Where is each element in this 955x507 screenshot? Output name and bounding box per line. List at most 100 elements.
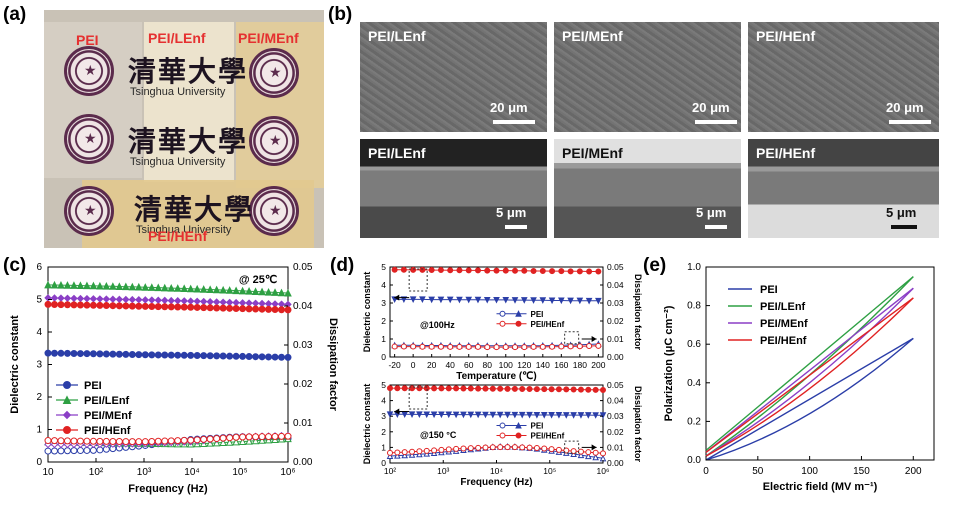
data-point [526, 386, 533, 393]
data-point [502, 344, 509, 351]
data-point [264, 300, 273, 308]
data-point [511, 297, 519, 304]
data-point [465, 343, 472, 350]
data-point [154, 303, 162, 311]
data-point [180, 303, 188, 311]
data-point [408, 411, 416, 418]
data-point [180, 351, 188, 359]
data-point [428, 267, 435, 274]
data-point [252, 305, 260, 313]
data-point [83, 281, 91, 290]
x-tick-label: 150 [853, 466, 870, 477]
data-point [530, 297, 537, 304]
data-point [161, 296, 169, 305]
data-point [515, 310, 522, 317]
data-point [96, 295, 104, 303]
data-point [585, 452, 592, 460]
plot-frame [389, 266, 604, 358]
data-point [212, 438, 221, 447]
sem-surface-image: PEI/HEnf 20 μm [748, 22, 939, 132]
x-tick-label: 10² [89, 467, 104, 478]
y-tick-label: 4 [381, 396, 386, 406]
data-point [76, 301, 84, 309]
data-point [530, 267, 537, 274]
data-point [600, 386, 606, 393]
data-point [386, 411, 394, 418]
data-point [271, 432, 279, 440]
data-point [394, 449, 401, 456]
data-point [238, 437, 247, 446]
data-point [419, 266, 426, 273]
data-point [504, 385, 511, 392]
scale-bar-label: 20 μm [692, 100, 730, 115]
data-point [482, 411, 489, 419]
data-point [437, 343, 444, 350]
data-point [76, 447, 84, 455]
y-tick-label: 1.0 [687, 262, 701, 273]
legend-label: PEI/MEnf [760, 318, 808, 330]
data-point [50, 349, 58, 357]
data-point [44, 300, 52, 308]
y-axis-label: Dielectric constant [9, 315, 21, 414]
data-point [226, 434, 234, 442]
data-point [50, 437, 58, 445]
data-point [232, 304, 240, 312]
data-point [539, 343, 546, 350]
data-point [135, 296, 143, 304]
data-point [482, 385, 489, 392]
data-point [502, 296, 510, 304]
data-point [160, 283, 169, 292]
data-point [430, 411, 438, 419]
highlight-box [564, 331, 580, 345]
y2-tick-label: 0.04 [607, 280, 624, 290]
data-point [465, 296, 473, 304]
data-point [226, 304, 234, 312]
data-point [555, 386, 562, 393]
data-point [122, 302, 130, 310]
data-point [460, 385, 467, 392]
data-point [57, 447, 65, 455]
data-point [63, 381, 71, 389]
data-point [489, 444, 496, 451]
university-caption: Tsinghua University [136, 224, 232, 236]
data-point [475, 385, 482, 392]
photo-label-lenf: PEI/LEnf [148, 30, 206, 46]
y2-tick-label: 0.03 [607, 411, 624, 421]
data-point [428, 296, 435, 304]
data-point [154, 351, 162, 359]
x-tick-label: 120 [517, 360, 531, 370]
y-tick-label: 5 [381, 262, 386, 272]
data-point [141, 283, 150, 291]
data-point [278, 306, 286, 314]
scale-bar [705, 225, 727, 229]
scale-bar [493, 120, 535, 124]
x-tick-label: 10³ [437, 466, 449, 476]
legend-label: PEI [760, 284, 778, 296]
data-point [563, 386, 570, 393]
data-point [284, 306, 292, 314]
data-point [102, 295, 111, 303]
data-point [493, 296, 500, 304]
data-point [148, 302, 156, 310]
data-point [409, 296, 417, 304]
data-point [232, 433, 240, 441]
scale-bar-label: 5 μm [496, 205, 527, 220]
y-tick-label: 5 [381, 380, 386, 390]
data-point [437, 296, 445, 304]
data-point [57, 349, 65, 357]
y-tick-label: 5 [36, 295, 42, 306]
data-point [386, 452, 394, 459]
data-point [206, 298, 214, 306]
data-point [141, 296, 150, 304]
series-line [705, 287, 914, 457]
data-point [515, 432, 522, 439]
data-point [423, 411, 431, 419]
data-point [115, 295, 124, 304]
data-point [410, 266, 417, 273]
y-tick-label: 0 [381, 458, 386, 468]
data-point [408, 451, 416, 458]
data-point [128, 295, 137, 304]
data-point [446, 296, 454, 304]
data-point [278, 353, 286, 361]
data-point [212, 285, 221, 294]
